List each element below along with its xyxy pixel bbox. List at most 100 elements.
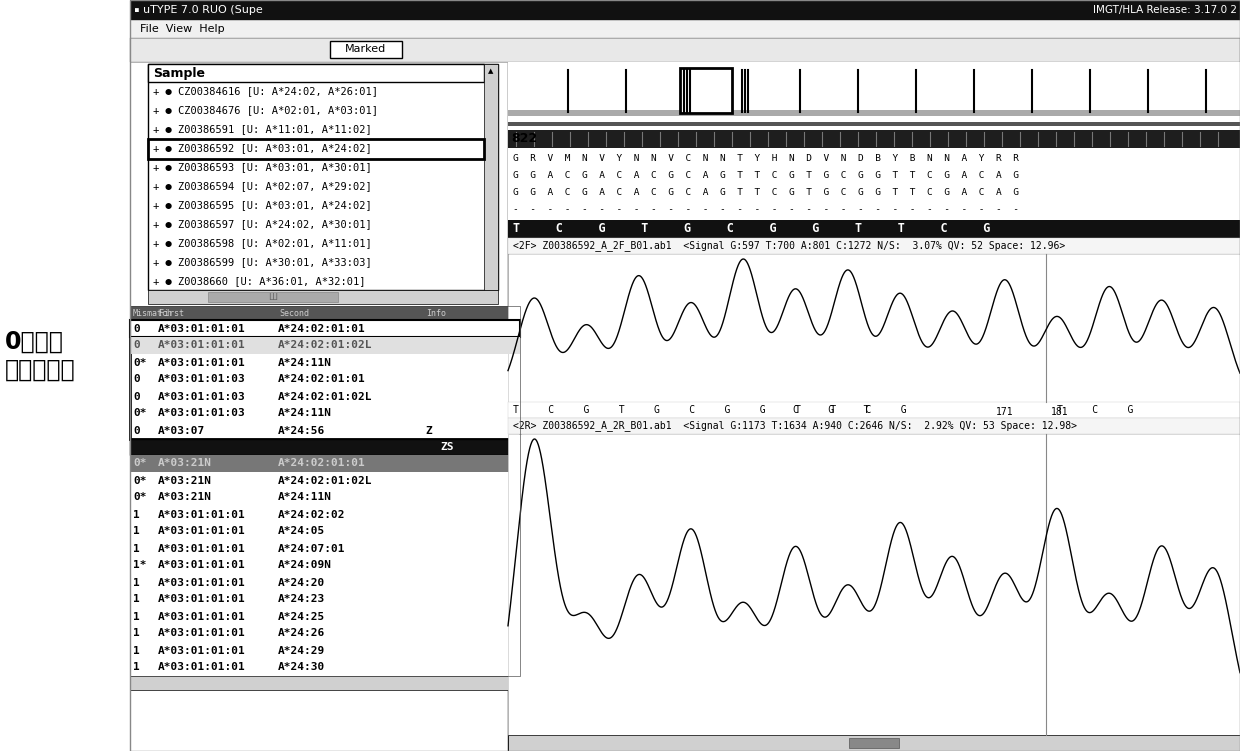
Text: ▲: ▲: [489, 68, 494, 74]
Bar: [130, 320, 520, 439]
Text: + ● Z00386593 [U: A*03:01, A*30:01]: + ● Z00386593 [U: A*03:01, A*30:01]: [153, 162, 372, 173]
Bar: [130, 659, 520, 676]
Text: 0*: 0*: [133, 475, 146, 485]
Bar: [508, 148, 1240, 220]
Bar: [130, 676, 520, 690]
Text: 模棱两可型: 模棱两可型: [5, 358, 76, 382]
Text: G  G  A  C  G  A  C  A  C  G  C  A  G  T  T  C  G  T  G  C  G  G  T  T  C  G  A : G G A C G A C A C G C A G T T C G T G C …: [513, 171, 1019, 180]
Text: 0错配，: 0错配，: [5, 330, 64, 354]
Text: G  G  A  C  G  A  C  A  C  G  C  A  G  T  T  C  G  T  G  C  G  G  T  T  C  G  A : G G A C G A C A C G C A G T T C G T G C …: [513, 188, 1019, 197]
Bar: [130, 489, 520, 506]
Text: + ● Z00386594 [U: A*02:07, A*29:02]: + ● Z00386594 [U: A*02:07, A*29:02]: [153, 182, 372, 192]
Bar: [680, 68, 732, 113]
Text: A*03:01:01:01: A*03:01:01:01: [157, 324, 246, 333]
Text: 0: 0: [133, 324, 140, 333]
Text: + ● Z00386591 [U: A*11:01, A*11:02]: + ● Z00386591 [U: A*11:01, A*11:02]: [153, 125, 372, 134]
Text: A*03:01:01:01: A*03:01:01:01: [157, 340, 246, 351]
Bar: [508, 62, 1240, 751]
Text: A*03:01:01:01: A*03:01:01:01: [157, 629, 246, 638]
Text: 1: 1: [133, 509, 140, 520]
Text: A*24:02:01:02L: A*24:02:01:02L: [278, 391, 372, 402]
Bar: [130, 38, 1240, 62]
Bar: [484, 64, 498, 78]
Text: A*03:21N: A*03:21N: [157, 493, 212, 502]
Text: A*03:21N: A*03:21N: [157, 475, 212, 485]
Bar: [330, 41, 402, 58]
Text: A*03:01:01:01: A*03:01:01:01: [157, 357, 246, 367]
Bar: [508, 418, 1240, 434]
Text: Second: Second: [279, 309, 309, 318]
Text: A*03:01:01:03: A*03:01:01:03: [157, 391, 246, 402]
Text: A*03:01:01:01: A*03:01:01:01: [157, 560, 246, 571]
Text: A*24:11N: A*24:11N: [278, 409, 332, 418]
Text: File  View  Help: File View Help: [140, 24, 224, 34]
Text: 171: 171: [996, 407, 1013, 417]
Text: A*03:01:01:01: A*03:01:01:01: [157, 578, 246, 587]
Bar: [130, 557, 520, 574]
Bar: [508, 220, 1240, 238]
Bar: [208, 292, 339, 302]
Bar: [130, 20, 1240, 38]
Bar: [130, 642, 520, 659]
Bar: [130, 540, 520, 557]
Text: 1: 1: [133, 629, 140, 638]
Text: G  R  V  M  N  V  Y  N  N  V  C  N  N  T  Y  H  N  D  V  N  D  B  Y  B  N  N  A : G R V M N V Y N N V C N N T Y H N D V N …: [513, 154, 1019, 163]
Bar: [130, 591, 520, 608]
Text: + ● CZ00384616 [U: A*24:02, A*26:01]: + ● CZ00384616 [U: A*24:02, A*26:01]: [153, 86, 378, 96]
Text: + ● Z00386598 [U: A*02:01, A*11:01]: + ● Z00386598 [U: A*02:01, A*11:01]: [153, 239, 372, 249]
Text: 1: 1: [133, 646, 140, 656]
Bar: [849, 738, 899, 748]
Bar: [130, 608, 520, 625]
Text: A*24:25: A*24:25: [278, 611, 325, 622]
Text: 0*: 0*: [133, 493, 146, 502]
Text: + ● Z00386599 [U: A*30:01, A*33:03]: + ● Z00386599 [U: A*30:01, A*33:03]: [153, 258, 372, 267]
Text: A*24:02:01:02L: A*24:02:01:02L: [278, 475, 372, 485]
Text: A*03:01:01:01: A*03:01:01:01: [157, 646, 246, 656]
Text: ZS: ZS: [440, 442, 454, 452]
Bar: [130, 455, 520, 472]
Text: 1: 1: [133, 526, 140, 536]
Bar: [508, 254, 1240, 402]
Bar: [148, 64, 498, 290]
Text: <2F> Z00386592_A_2F_B01.ab1  <Signal G:597 T:700 A:801 C:1272 N/S:  3.07% QV: 52: <2F> Z00386592_A_2F_B01.ab1 <Signal G:59…: [513, 240, 1065, 252]
Bar: [148, 139, 484, 159]
Text: 1: 1: [133, 578, 140, 587]
Text: Ш: Ш: [269, 292, 278, 301]
Text: T     C     G     T     G     C     G     G     T     T     C     G: T C G T G C G G T T C G: [513, 405, 906, 415]
Text: 0: 0: [133, 340, 140, 351]
Text: + ● Z00386595 [U: A*03:01, A*24:02]: + ● Z00386595 [U: A*03:01, A*24:02]: [153, 201, 372, 210]
Text: A*24:09N: A*24:09N: [278, 560, 332, 571]
Text: 822: 822: [511, 132, 537, 145]
Bar: [508, 402, 1240, 418]
Text: ▪: ▪: [134, 5, 140, 15]
Bar: [130, 439, 520, 455]
Bar: [130, 306, 520, 676]
Bar: [508, 122, 1240, 126]
Bar: [130, 472, 520, 489]
Text: IMGT/HLA Release: 3.17.0 2: IMGT/HLA Release: 3.17.0 2: [1092, 5, 1238, 15]
Text: A*03:01:01:01: A*03:01:01:01: [157, 595, 246, 605]
Text: A*03:21N: A*03:21N: [157, 459, 212, 469]
Text: 181: 181: [1052, 407, 1069, 417]
Text: A*24:02:01:01: A*24:02:01:01: [278, 375, 366, 385]
Text: A*24:05: A*24:05: [278, 526, 325, 536]
Text: <2R> Z00386592_A_2R_B01.ab1  <Signal G:1173 T:1634 A:940 C:2646 N/S:  2.92% QV: : <2R> Z00386592_A_2R_B01.ab1 <Signal G:11…: [513, 421, 1078, 432]
Text: 1: 1: [133, 544, 140, 553]
Text: Mismatch: Mismatch: [133, 309, 174, 318]
Text: + ● Z0038660 [U: A*36:01, A*32:01]: + ● Z0038660 [U: A*36:01, A*32:01]: [153, 276, 366, 286]
Text: T     C     G     T     G     C     G     G     T     T     C     G: T C G T G C G G T T C G: [513, 222, 991, 236]
Text: 1: 1: [133, 662, 140, 672]
Text: A*24:20: A*24:20: [278, 578, 325, 587]
Text: A*24:56: A*24:56: [278, 426, 325, 436]
Bar: [130, 625, 520, 642]
Text: 0: 0: [133, 375, 140, 385]
Bar: [484, 64, 498, 290]
Bar: [508, 62, 1240, 130]
Text: Sample: Sample: [153, 67, 205, 80]
Text: A*03:01:01:01: A*03:01:01:01: [157, 509, 246, 520]
Text: Z: Z: [425, 426, 432, 436]
Text: 0: 0: [133, 391, 140, 402]
Bar: [148, 64, 484, 82]
Text: A*24:11N: A*24:11N: [278, 493, 332, 502]
Text: C     G     T: C G T: [794, 405, 869, 415]
